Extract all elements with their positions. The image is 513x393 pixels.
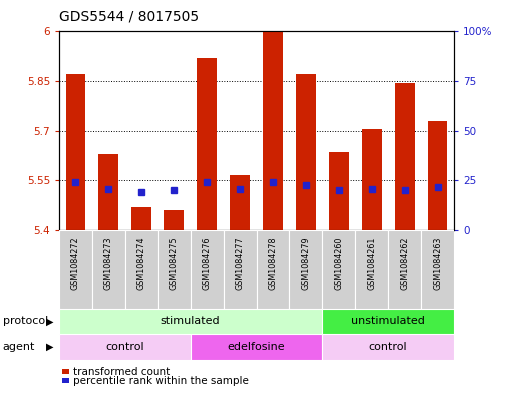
Text: agent: agent <box>3 342 35 352</box>
Text: GSM1084273: GSM1084273 <box>104 236 113 290</box>
Text: GSM1084278: GSM1084278 <box>268 236 278 290</box>
Bar <box>59 309 322 334</box>
Text: GSM1084276: GSM1084276 <box>203 236 212 290</box>
Text: protocol: protocol <box>3 316 48 326</box>
Text: unstimulated: unstimulated <box>351 316 425 326</box>
Text: control: control <box>369 342 407 352</box>
Bar <box>388 230 421 309</box>
Text: ▶: ▶ <box>46 342 54 352</box>
Bar <box>224 230 256 309</box>
Text: GSM1084272: GSM1084272 <box>71 236 80 290</box>
Text: GSM1084263: GSM1084263 <box>433 236 442 290</box>
Text: GSM1084261: GSM1084261 <box>367 236 376 290</box>
Text: percentile rank within the sample: percentile rank within the sample <box>73 376 249 386</box>
Bar <box>230 175 250 230</box>
Bar <box>98 154 118 230</box>
Bar <box>125 230 158 309</box>
Bar <box>164 210 184 230</box>
Text: ▶: ▶ <box>46 316 54 326</box>
Text: GSM1084275: GSM1084275 <box>170 236 179 290</box>
Bar <box>394 83 415 230</box>
Text: transformed count: transformed count <box>73 367 170 377</box>
Bar <box>322 309 454 334</box>
Text: GSM1084262: GSM1084262 <box>400 236 409 290</box>
Text: GSM1084274: GSM1084274 <box>137 236 146 290</box>
Bar <box>256 230 289 309</box>
Bar <box>191 230 224 309</box>
Text: stimulated: stimulated <box>161 316 221 326</box>
Text: GSM1084277: GSM1084277 <box>235 236 245 290</box>
Bar <box>428 121 447 230</box>
Text: GSM1084279: GSM1084279 <box>301 236 310 290</box>
Text: control: control <box>106 342 144 352</box>
Bar <box>322 230 355 309</box>
Bar <box>289 230 322 309</box>
Bar <box>263 31 283 230</box>
Text: GDS5544 / 8017505: GDS5544 / 8017505 <box>59 9 199 24</box>
Bar <box>191 334 322 360</box>
Bar <box>131 207 151 230</box>
Bar <box>59 334 191 360</box>
Bar <box>362 129 382 230</box>
Bar <box>66 74 85 230</box>
Bar <box>158 230 191 309</box>
Bar <box>92 230 125 309</box>
Bar <box>296 74 315 230</box>
Bar <box>329 152 349 230</box>
Bar <box>59 230 92 309</box>
Bar <box>355 230 388 309</box>
Text: edelfosine: edelfosine <box>228 342 285 352</box>
Text: GSM1084260: GSM1084260 <box>334 236 343 290</box>
Bar <box>421 230 454 309</box>
Bar <box>197 58 217 230</box>
Bar <box>322 334 454 360</box>
